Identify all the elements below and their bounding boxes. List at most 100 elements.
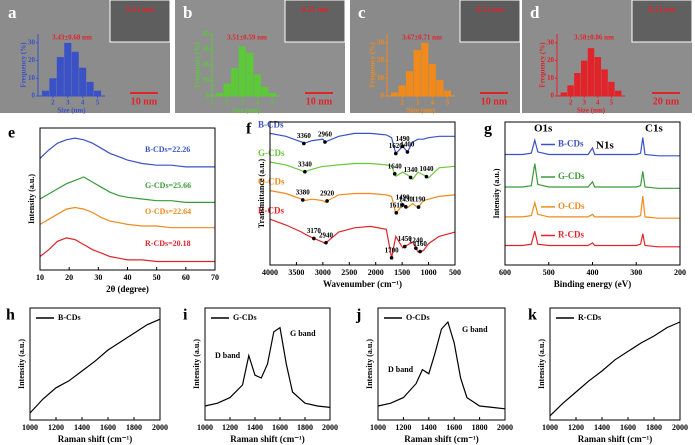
lattice-label: 0.21 nm bbox=[476, 5, 503, 14]
annotation: G band bbox=[290, 329, 316, 338]
y-tick-label: 10 bbox=[28, 74, 36, 82]
y-tick-label: 20 bbox=[28, 56, 36, 64]
x-tick-label: 1200 bbox=[48, 423, 64, 432]
y-axis-label: Frequency (%) bbox=[194, 42, 202, 88]
x-tick-label: 2500 bbox=[341, 268, 357, 277]
x-tick-label: 300 bbox=[630, 268, 642, 277]
x-tick-label: 2 bbox=[225, 99, 229, 107]
x-axis-label: Size (nm) bbox=[57, 107, 86, 115]
y-tick-label: 0 bbox=[32, 92, 36, 100]
x-axis-label: Raman shift (cm⁻¹) bbox=[404, 434, 478, 444]
peak-marker bbox=[302, 141, 306, 146]
y-axis-label: Intensity (a.u.) bbox=[192, 339, 201, 389]
panel-label: g bbox=[484, 121, 492, 138]
peak-marker bbox=[404, 205, 408, 209]
size-label: 3.67±0.71 nm bbox=[402, 34, 442, 42]
series-line bbox=[505, 163, 680, 189]
x-tick-label: 4 bbox=[256, 99, 260, 107]
lattice-label: 0.21 nm bbox=[301, 5, 328, 14]
x-tick-label: 2 bbox=[569, 99, 573, 107]
x-tick-label: 400 bbox=[587, 268, 599, 277]
peak-label: 1240 bbox=[409, 237, 424, 245]
y-tick-label: 10 bbox=[202, 76, 210, 84]
panel-label: i bbox=[183, 307, 188, 324]
bar bbox=[436, 80, 444, 96]
peak-marker bbox=[414, 246, 418, 250]
peak-marker bbox=[325, 199, 329, 203]
panel-label: k bbox=[528, 307, 537, 324]
bar bbox=[413, 49, 421, 96]
peak-marker bbox=[400, 144, 405, 149]
peak-marker bbox=[400, 203, 405, 207]
x-axis-label: Raman shift (cm⁻¹) bbox=[58, 434, 132, 444]
y-tick-label: 0 bbox=[206, 92, 210, 100]
x-tick-label: 30 bbox=[94, 273, 102, 282]
annotation: C1s bbox=[645, 123, 663, 135]
bar bbox=[390, 92, 399, 96]
peak-marker bbox=[324, 240, 328, 245]
y-tick-label: 10 bbox=[377, 74, 385, 82]
peak-marker bbox=[402, 244, 407, 249]
annotation: B-CDs=22.26 bbox=[145, 145, 190, 154]
lattice-label: 0.21 nm bbox=[126, 5, 153, 14]
legend-label: O-CDs bbox=[406, 313, 430, 322]
annotation: O1s bbox=[534, 123, 553, 135]
x-tick-label: 500 bbox=[449, 268, 461, 277]
legend-label: R-CDs bbox=[558, 230, 584, 240]
series-label: B-CDs bbox=[258, 120, 284, 130]
peak-label: 2940 bbox=[319, 231, 334, 239]
peak-label: 3340 bbox=[298, 160, 313, 168]
y-tick-label: 0 bbox=[381, 92, 385, 100]
x-tick-label: 40 bbox=[124, 273, 132, 282]
x-tick-label: 1400 bbox=[247, 423, 263, 432]
peak-label: 2920 bbox=[320, 190, 335, 198]
y-tick-label: 20 bbox=[377, 56, 385, 64]
peak-label: 1610 bbox=[389, 201, 404, 209]
x-tick-label: 2000 bbox=[672, 423, 688, 432]
legend-label: G-CDs bbox=[233, 313, 257, 322]
bar bbox=[41, 90, 49, 96]
x-tick-label: 1200 bbox=[568, 423, 584, 432]
bar bbox=[443, 90, 452, 96]
x-tick-label: 4 bbox=[81, 99, 85, 107]
series-line bbox=[549, 321, 681, 417]
legend-label: G-CDs bbox=[558, 171, 585, 181]
panel-label: a bbox=[8, 3, 17, 22]
bar bbox=[253, 74, 261, 96]
bar bbox=[49, 78, 57, 96]
peak-label: 1040 bbox=[419, 165, 434, 173]
x-tick-label: 2000 bbox=[497, 423, 513, 432]
peak-marker bbox=[389, 256, 394, 260]
bar bbox=[406, 71, 414, 96]
y-axis-label: Intensity (a.u.) bbox=[17, 339, 26, 389]
plot-frame bbox=[549, 307, 681, 421]
x-tick-label: 5 bbox=[271, 99, 275, 107]
series-line bbox=[269, 132, 455, 155]
series-line bbox=[269, 190, 456, 215]
series-line bbox=[269, 161, 456, 181]
x-tick-label: 70 bbox=[211, 273, 219, 282]
bar bbox=[608, 81, 615, 96]
plot-frame bbox=[269, 121, 456, 266]
bar bbox=[574, 72, 581, 96]
bar bbox=[421, 42, 429, 96]
legend-label: B-CDs bbox=[558, 139, 584, 149]
x-tick-label: 1000 bbox=[22, 423, 38, 432]
panel-label: e bbox=[8, 125, 15, 142]
peak-label: 1430 bbox=[399, 195, 414, 203]
x-tick-label: 3 bbox=[240, 99, 244, 107]
size-label: 3.51±0.59 nm bbox=[227, 34, 267, 42]
x-tick-label: 1800 bbox=[126, 423, 142, 432]
x-tick-label: 3 bbox=[582, 99, 586, 107]
x-tick-label: 5 bbox=[446, 99, 450, 107]
peak-label: 1340 bbox=[404, 166, 419, 174]
peak-label: 3380 bbox=[296, 189, 311, 197]
y-tick-label: 20 bbox=[547, 56, 555, 64]
plot-frame bbox=[204, 307, 331, 421]
bar bbox=[398, 85, 406, 96]
bar bbox=[428, 64, 436, 96]
bar bbox=[587, 48, 595, 96]
bar bbox=[567, 85, 574, 96]
x-tick-label: 10 bbox=[36, 273, 44, 282]
bar bbox=[86, 81, 94, 96]
